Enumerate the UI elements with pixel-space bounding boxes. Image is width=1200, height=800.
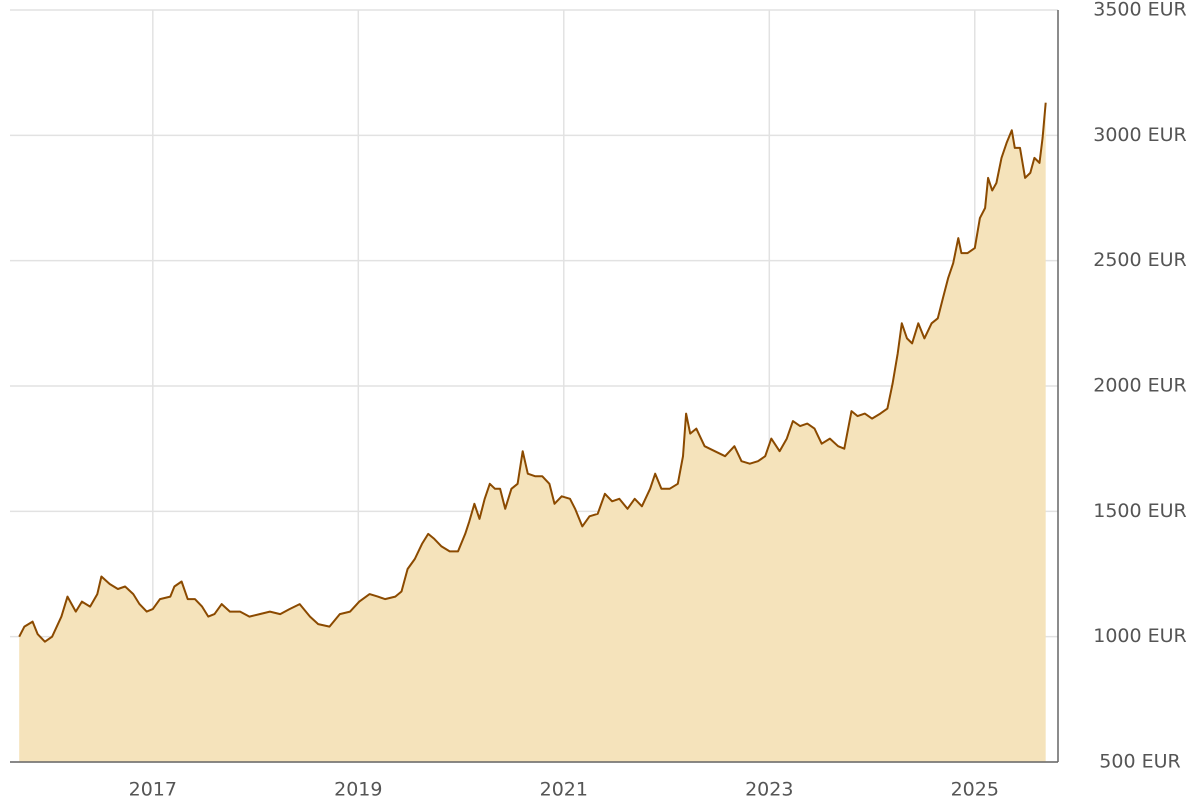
price-line — [18, 102, 1047, 643]
y-tick-label: 2000 EUR — [1093, 375, 1187, 397]
y-tick-label: 2500 EUR — [1093, 249, 1187, 271]
x-tick-label: 2025 — [951, 779, 999, 800]
y-tick-label: 3500 EUR — [1093, 0, 1187, 21]
x-tick-label: 2019 — [334, 779, 382, 800]
y-tick-label: 500 EUR — [1099, 751, 1180, 773]
x-tick-label: 2023 — [745, 779, 793, 800]
y-tick-label: 1500 EUR — [1093, 500, 1187, 522]
x-tick-label: 2021 — [540, 779, 588, 800]
y-tick-label: 1000 EUR — [1093, 625, 1187, 647]
x-tick-label: 2017 — [129, 779, 177, 800]
area-fill — [19, 102, 1046, 762]
y-tick-label: 3000 EUR — [1093, 124, 1187, 146]
